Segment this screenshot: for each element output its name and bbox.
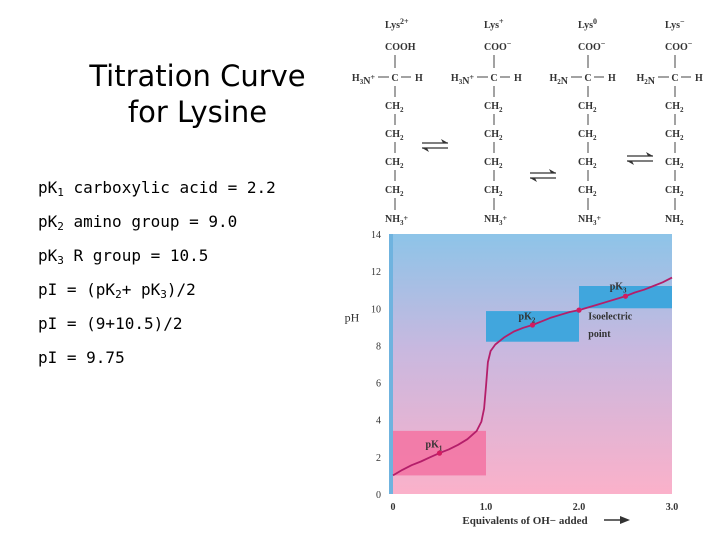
methylene-group: CH2 bbox=[484, 129, 503, 142]
carboxyl-group: COO− bbox=[578, 39, 606, 53]
equilibrium-arrow bbox=[530, 169, 556, 182]
alpha-carbon: C bbox=[391, 73, 398, 84]
x-tick-label: 3.0 bbox=[666, 502, 679, 513]
annotation: pK1 bbox=[426, 440, 443, 453]
note-line-4: pI = (pK2+ pK3)/2 bbox=[38, 280, 196, 301]
species-name: Lys− bbox=[665, 17, 685, 31]
note-line-1: pK1 carboxylic acid = 2.2 bbox=[38, 178, 276, 199]
annotation: point bbox=[588, 329, 611, 340]
annotation: Isoelectric bbox=[588, 311, 632, 322]
y-tick-label: 10 bbox=[371, 304, 381, 315]
hydrogen: H bbox=[608, 73, 616, 84]
curve-point-3 bbox=[576, 307, 582, 313]
species-name: Lys2+ bbox=[385, 17, 409, 31]
alpha-carbon: C bbox=[490, 73, 497, 84]
species-4: Lys− COO− H2N C H CH2 CH2 CH2 CH2 NH2 bbox=[636, 17, 703, 227]
title-line-2: for Lysine bbox=[127, 95, 268, 129]
methylene-group: CH2 bbox=[665, 157, 684, 170]
methylene-group: CH2 bbox=[484, 157, 503, 170]
species-name: Lys0 bbox=[578, 17, 597, 31]
y-tick-label: 8 bbox=[376, 341, 381, 352]
note-line-5: pI = (9+10.5)/2 bbox=[38, 314, 183, 333]
annotation: pK3 bbox=[610, 282, 627, 295]
hydrogen: H bbox=[695, 73, 703, 84]
note-line-3: pK3 R group = 10.5 bbox=[38, 246, 209, 267]
hydrogen: H bbox=[415, 73, 423, 84]
methylene-group: CH2 bbox=[385, 101, 404, 114]
note-line-6: pI = 9.75 bbox=[38, 348, 125, 367]
lysine-structures: Lys2+ COOH H3N+ C H CH2 CH2 CH2 CH2 NH3+ Lys+ COO− H… bbox=[352, 17, 703, 227]
carboxyl-group: COO− bbox=[665, 39, 693, 53]
amino-group: H3N+ bbox=[451, 73, 475, 87]
side-chain-amino: NH3+ bbox=[385, 214, 409, 227]
carboxyl-group: COO− bbox=[484, 39, 512, 53]
methylene-group: CH2 bbox=[484, 185, 503, 198]
annotation: pK2 bbox=[519, 311, 536, 324]
slide-title: Titration Curve for Lysine bbox=[40, 58, 355, 130]
y-axis-label: pH bbox=[345, 310, 360, 324]
equilibrium-arrow bbox=[422, 139, 448, 152]
note-line-2: pK2 amino group = 9.0 bbox=[38, 212, 238, 233]
methylene-group: CH2 bbox=[578, 101, 597, 114]
carboxyl-group: COOH bbox=[385, 42, 416, 53]
amino-group: H3N+ bbox=[352, 73, 376, 87]
y-tick-label: 4 bbox=[376, 416, 381, 427]
alpha-carbon: C bbox=[671, 73, 678, 84]
species-name: Lys+ bbox=[484, 17, 504, 31]
methylene-group: CH2 bbox=[665, 101, 684, 114]
x-tick-label: 0 bbox=[391, 502, 396, 513]
methylene-group: CH2 bbox=[385, 157, 404, 170]
x-axis-label: Equivalents of OH− added bbox=[462, 515, 587, 527]
methylene-group: CH2 bbox=[665, 129, 684, 142]
methylene-group: CH2 bbox=[484, 101, 503, 114]
y-tick-label: 0 bbox=[376, 490, 381, 501]
side-chain-amino: NH2 bbox=[665, 214, 684, 227]
methylene-group: CH2 bbox=[578, 129, 597, 142]
methylene-group: CH2 bbox=[578, 185, 597, 198]
pk-notes: pK1 carboxylic acid = 2.2 pK2 amino group… bbox=[38, 176, 276, 380]
equilibrium-arrow bbox=[627, 152, 653, 165]
x-axis-arrow bbox=[604, 516, 630, 524]
title-line-1: Titration Curve bbox=[89, 59, 306, 93]
y-tick-label: 6 bbox=[376, 379, 381, 390]
methylene-group: CH2 bbox=[385, 129, 404, 142]
y-tick-label: 2 bbox=[376, 453, 381, 464]
side-chain-amino: NH3+ bbox=[484, 214, 508, 227]
curve-point-4 bbox=[622, 293, 629, 299]
methylene-group: CH2 bbox=[578, 157, 597, 170]
species-3: Lys0 COO− H2N C H CH2 CH2 CH2 CH2 NH3+ bbox=[549, 17, 616, 227]
species-2: Lys+ COO− H3N+ C H CH2 CH2 CH2 CH2 NH3+ bbox=[451, 17, 522, 227]
x-tick-label: 2.0 bbox=[573, 502, 586, 513]
amino-group: H2N bbox=[636, 73, 655, 87]
amino-group: H2N bbox=[549, 73, 568, 87]
x-tick-label: 1.0 bbox=[480, 502, 493, 513]
y-tick-label: 12 bbox=[371, 267, 381, 278]
curve-point-2 bbox=[529, 322, 536, 328]
y-tick-label: 14 bbox=[371, 230, 381, 241]
y-axis-strip bbox=[389, 234, 393, 494]
side-chain-amino: NH3+ bbox=[578, 214, 602, 227]
methylene-group: CH2 bbox=[385, 185, 404, 198]
methylene-group: CH2 bbox=[665, 185, 684, 198]
species-1: Lys2+ COOH H3N+ C H CH2 CH2 CH2 CH2 NH3+ bbox=[352, 17, 423, 227]
titration-curve bbox=[392, 276, 673, 477]
hydrogen: H bbox=[514, 73, 522, 84]
titration-chart: 0 2 4 6 8 10 12 14 0 1.0 2.0 3.0 pH Equivalents of OH… bbox=[345, 230, 679, 527]
alpha-carbon: C bbox=[584, 73, 591, 84]
curve-point-1 bbox=[436, 450, 443, 456]
